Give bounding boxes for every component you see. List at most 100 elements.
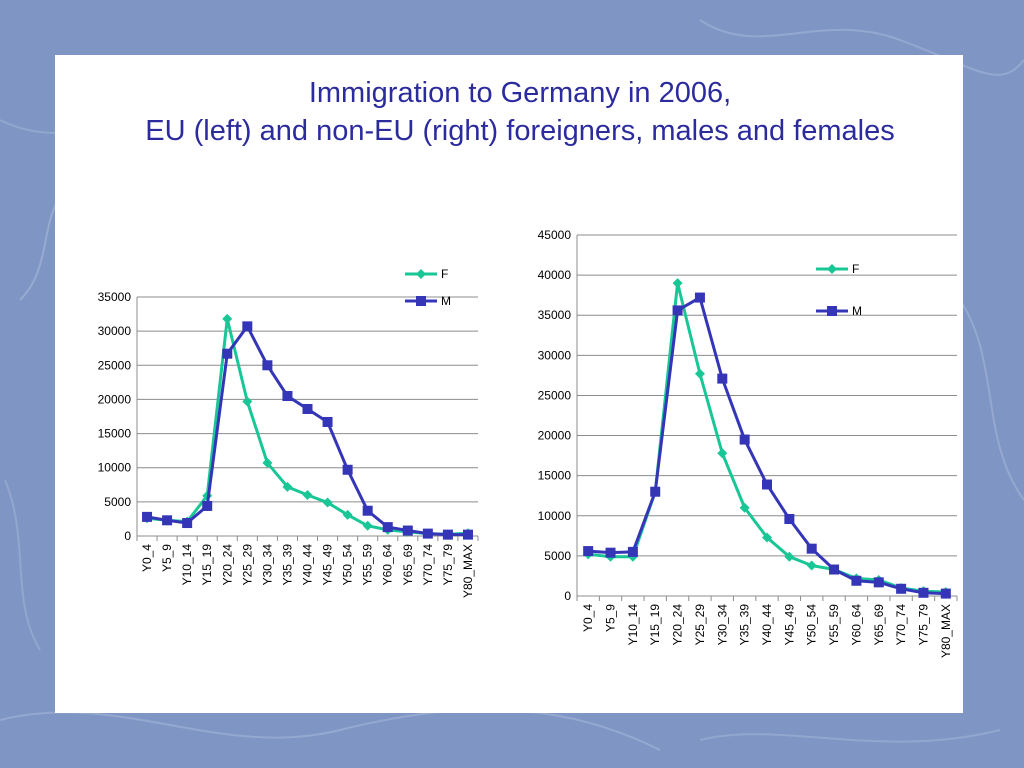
data-point-M bbox=[142, 511, 153, 522]
data-point-M bbox=[784, 513, 795, 524]
data-point-F bbox=[717, 448, 728, 459]
x-tick-label: Y15_19 bbox=[200, 544, 214, 586]
data-point-M bbox=[262, 360, 273, 371]
slide-canvas: Immigration to Germany in 2006, EU (left… bbox=[55, 55, 963, 713]
slide-title-line-1: Immigration to Germany in 2006, bbox=[308, 77, 732, 109]
data-point-M bbox=[762, 479, 772, 490]
y-tick-label: 10000 bbox=[98, 461, 132, 475]
data-point-M bbox=[672, 305, 683, 316]
x-tick-label: Y50_54 bbox=[341, 544, 355, 586]
x-tick-label: Y60_64 bbox=[381, 544, 395, 586]
x-tick-label: Y25_29 bbox=[240, 544, 254, 586]
x-tick-label: Y55_59 bbox=[361, 544, 375, 586]
data-point-M bbox=[402, 525, 413, 536]
data-point-M bbox=[382, 522, 393, 533]
x-tick-label: Y65_69 bbox=[872, 604, 886, 646]
y-tick-label: 30000 bbox=[98, 324, 132, 338]
data-point-M bbox=[342, 464, 353, 475]
x-tick-label: Y0_4 bbox=[140, 544, 154, 572]
x-tick-label: Y5_9 bbox=[604, 604, 618, 632]
data-point-F bbox=[806, 560, 817, 571]
data-point-M bbox=[896, 583, 907, 594]
data-point-F bbox=[672, 278, 683, 289]
x-tick-label: Y40_44 bbox=[301, 544, 315, 586]
legend-marker-F bbox=[827, 264, 837, 274]
data-point-M bbox=[806, 543, 817, 554]
x-tick-label: Y80_MAX bbox=[461, 544, 475, 598]
data-point-M bbox=[717, 373, 728, 384]
data-point-M bbox=[650, 486, 661, 497]
data-point-M bbox=[918, 587, 929, 598]
series-line-M bbox=[146, 324, 468, 537]
x-tick-label: Y5_9 bbox=[160, 544, 174, 572]
data-point-F bbox=[322, 497, 333, 508]
x-tick-label: Y45_49 bbox=[321, 544, 335, 586]
data-point-M bbox=[739, 434, 750, 445]
y-tick-label: 5000 bbox=[104, 495, 131, 509]
data-point-M bbox=[362, 505, 373, 516]
data-point-M bbox=[202, 500, 213, 511]
series-line-M bbox=[588, 296, 946, 596]
x-tick-label: Y45_49 bbox=[782, 604, 796, 646]
legend-marker-M bbox=[827, 306, 837, 316]
data-point-M bbox=[605, 547, 616, 558]
x-tick-label: Y10_14 bbox=[626, 604, 640, 646]
data-point-F bbox=[222, 313, 233, 324]
x-tick-label: Y40_44 bbox=[760, 604, 774, 646]
data-point-M bbox=[462, 529, 473, 540]
y-tick-label: 5000 bbox=[544, 549, 571, 563]
legend-label-M: M bbox=[852, 304, 862, 318]
x-tick-label: Y25_29 bbox=[693, 604, 707, 646]
y-tick-label: 0 bbox=[564, 589, 571, 603]
y-tick-label: 15000 bbox=[98, 427, 132, 441]
x-tick-label: Y35_39 bbox=[280, 544, 294, 586]
data-point-M bbox=[829, 564, 840, 575]
data-point-M bbox=[222, 348, 233, 359]
y-tick-label: 15000 bbox=[538, 469, 572, 483]
data-point-M bbox=[694, 292, 705, 303]
data-point-F bbox=[282, 481, 293, 492]
legend-marker-M bbox=[416, 296, 426, 306]
data-point-F bbox=[739, 502, 750, 513]
y-tick-label: 20000 bbox=[538, 429, 572, 443]
data-point-F bbox=[342, 509, 353, 520]
data-point-F bbox=[362, 520, 373, 531]
x-tick-label: Y55_59 bbox=[827, 604, 841, 646]
legend-label-F: F bbox=[441, 267, 448, 281]
data-point-M bbox=[302, 403, 313, 414]
data-point-M bbox=[627, 546, 638, 557]
data-point-M bbox=[851, 575, 862, 586]
data-point-M bbox=[162, 515, 173, 526]
x-tick-label: Y20_24 bbox=[671, 604, 685, 646]
x-tick-label: Y0_4 bbox=[581, 604, 595, 632]
data-point-F bbox=[302, 490, 313, 501]
y-tick-label: 30000 bbox=[538, 348, 572, 362]
data-point-M bbox=[873, 577, 884, 588]
x-tick-label: Y75_79 bbox=[916, 604, 930, 646]
x-tick-label: Y75_79 bbox=[441, 544, 455, 586]
x-tick-label: Y80_MAX bbox=[939, 604, 953, 658]
y-tick-label: 0 bbox=[124, 529, 131, 543]
slide-title-line-2: EU (left) and non-EU (right) foreigners,… bbox=[145, 115, 895, 147]
x-tick-label: Y60_64 bbox=[849, 604, 863, 646]
y-tick-label: 25000 bbox=[98, 358, 132, 372]
x-tick-label: Y15_19 bbox=[648, 604, 662, 646]
data-point-M bbox=[282, 391, 293, 402]
data-point-M bbox=[182, 518, 193, 529]
data-point-M bbox=[322, 416, 333, 427]
x-tick-label: Y50_54 bbox=[805, 604, 819, 646]
series-line-F bbox=[588, 281, 946, 594]
legend-label-M: M bbox=[441, 294, 451, 308]
x-tick-label: Y30_34 bbox=[260, 544, 274, 586]
x-tick-label: Y65_69 bbox=[401, 544, 415, 586]
data-point-M bbox=[583, 546, 594, 557]
y-tick-label: 45000 bbox=[538, 228, 572, 242]
data-point-M bbox=[422, 528, 433, 539]
x-tick-label: Y10_14 bbox=[180, 544, 194, 586]
eu-chart: 0 5000 10000 15000 20000 25000 30000 35000 Y0_4 Y… bbox=[98, 267, 479, 598]
y-tick-label: 35000 bbox=[98, 290, 132, 304]
data-point-F bbox=[762, 532, 772, 543]
x-tick-label: Y35_39 bbox=[738, 604, 752, 646]
y-tick-label: 20000 bbox=[98, 392, 132, 406]
data-point-F bbox=[694, 368, 705, 379]
